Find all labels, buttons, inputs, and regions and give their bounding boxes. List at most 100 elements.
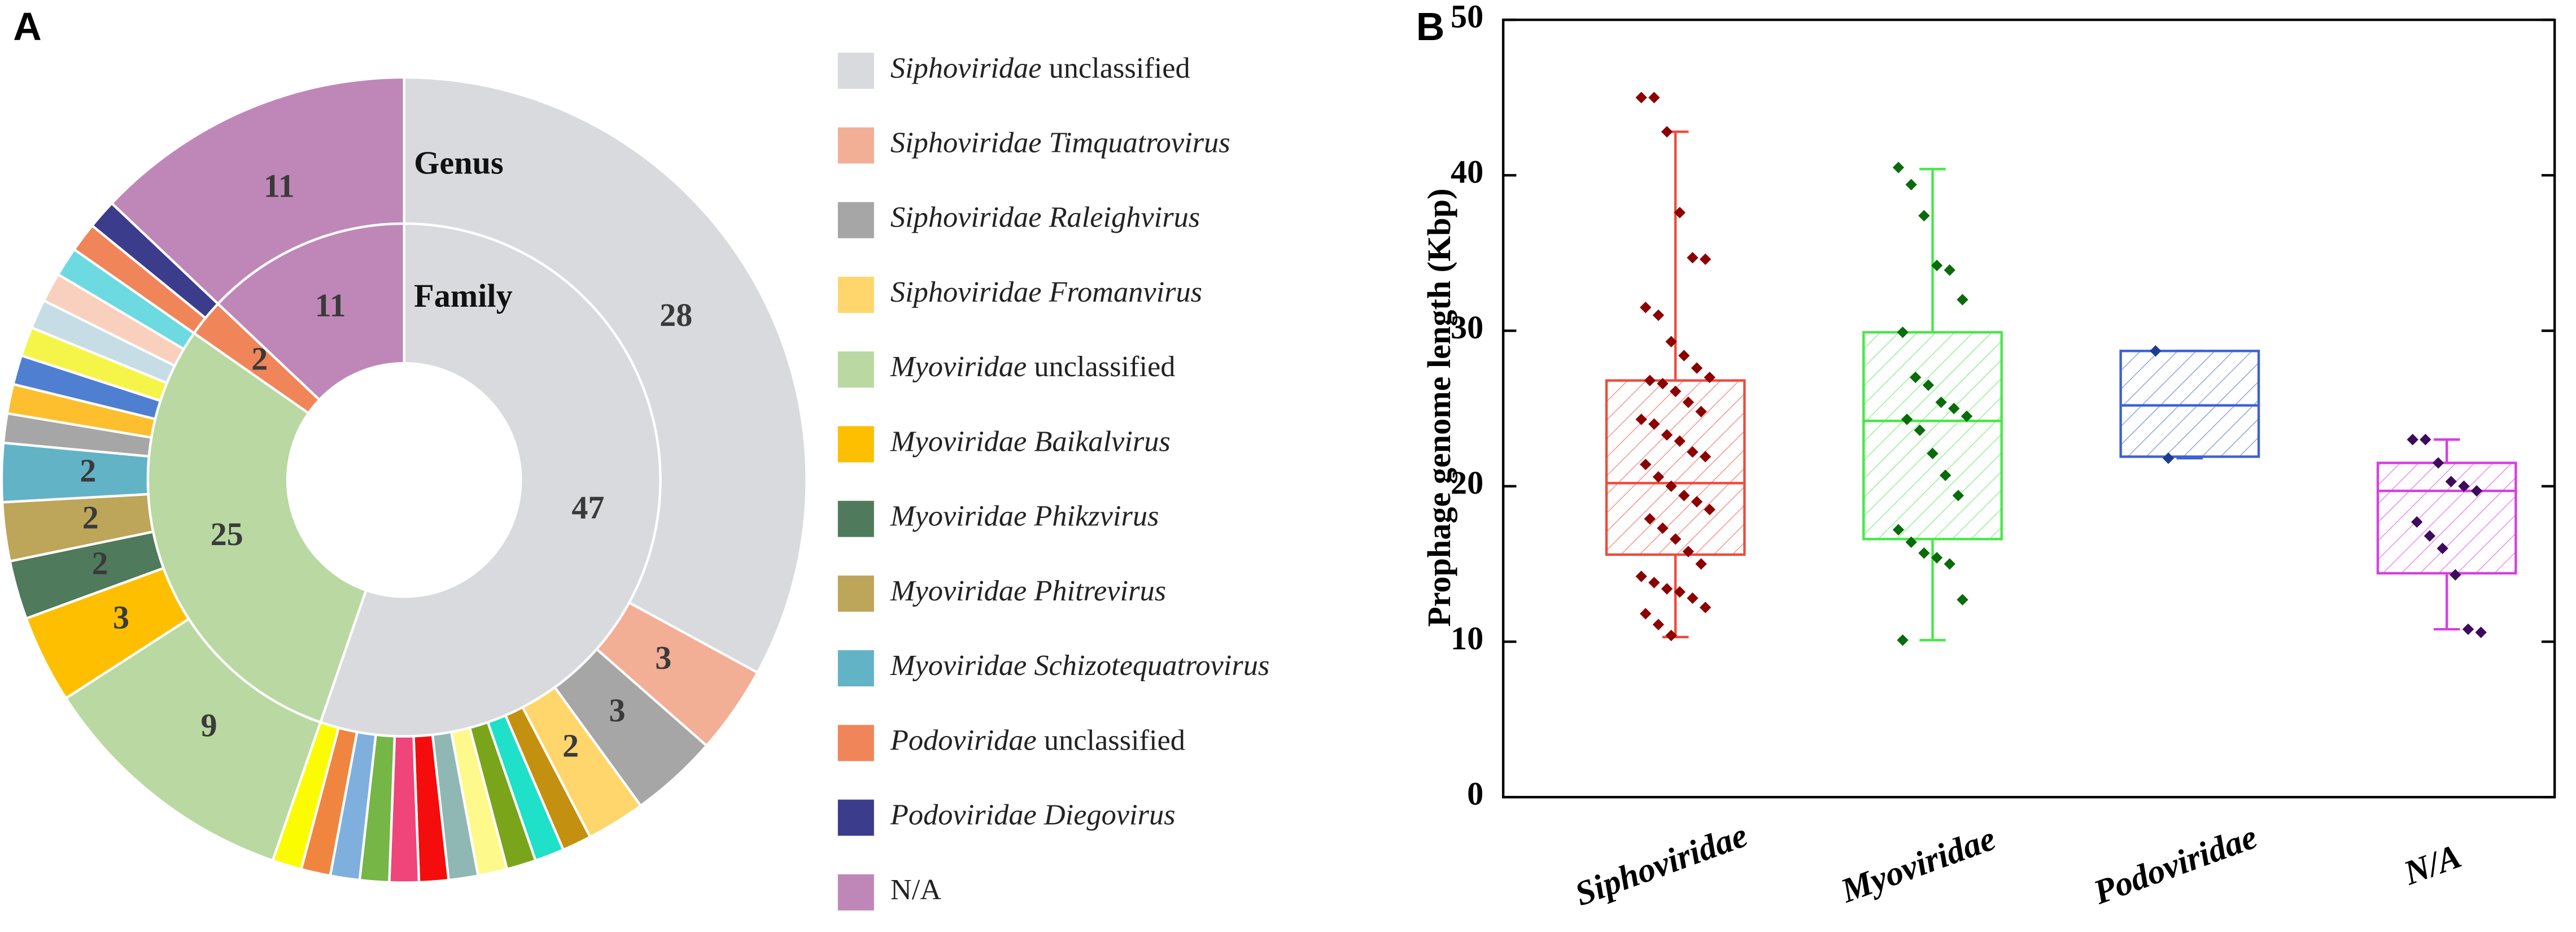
x-tick-label: Myoviridae <box>1836 820 2001 911</box>
slice-label: 2 <box>562 727 579 764</box>
data-point <box>1640 302 1652 313</box>
panel-label: B <box>1416 5 1444 49</box>
data-point <box>1657 377 1669 390</box>
data-point <box>1957 594 1968 606</box>
data-point <box>1897 326 1909 338</box>
slice-label: 9 <box>200 707 217 744</box>
data-point <box>2407 434 2418 446</box>
data-point <box>1635 570 1647 582</box>
data-point <box>2150 345 2162 357</box>
legend-label: Siphoviridae unclassified <box>890 51 1190 84</box>
slice-label: 11 <box>315 287 346 324</box>
data-point <box>1931 552 1943 564</box>
data-point <box>1648 418 1660 430</box>
legend-label: Myoviridae Phitrevirus <box>890 574 1166 607</box>
data-point <box>1682 396 1695 408</box>
y-tick-label: 40 <box>1451 154 1483 190</box>
data-point <box>1678 350 1690 362</box>
data-point <box>1635 92 1647 103</box>
data-point <box>1695 406 1707 417</box>
data-point <box>1687 252 1699 264</box>
data-point <box>1652 619 1665 630</box>
data-point <box>1704 371 1715 384</box>
data-point <box>1918 210 1930 222</box>
data-point <box>1922 379 1935 391</box>
legend-swatch <box>837 127 874 164</box>
slice-label: 28 <box>660 297 692 333</box>
y-tick-label: 10 <box>1451 620 1483 656</box>
data-point <box>1914 424 1926 436</box>
data-point <box>1665 480 1677 492</box>
legend-label: Siphoviridae Raleighvirus <box>890 201 1200 234</box>
box <box>2119 350 2260 458</box>
data-point <box>1940 469 1951 481</box>
data-point <box>1648 92 1660 103</box>
slice-label: 3 <box>113 599 129 636</box>
data-point <box>1892 524 1905 536</box>
data-point <box>1687 592 1699 604</box>
box <box>1862 331 2003 541</box>
legend-swatch <box>837 725 874 761</box>
data-point <box>1652 471 1665 483</box>
data-point <box>1652 309 1665 321</box>
ring-label: Genus <box>414 144 503 181</box>
data-point <box>1704 503 1715 516</box>
data-point <box>1910 371 1922 384</box>
legend-label: Myoviridae Baikalvirus <box>890 425 1171 458</box>
data-point <box>1961 410 1973 423</box>
legend-label: Myoviridae Phikzvirus <box>890 500 1159 533</box>
data-point <box>2475 626 2487 638</box>
data-point <box>2445 476 2457 487</box>
data-point <box>1661 126 1673 138</box>
legend-swatch <box>837 650 874 687</box>
slice-label: 11 <box>264 168 295 204</box>
donut-slice <box>110 76 405 306</box>
slice-label: 2 <box>80 452 96 489</box>
legend-swatch <box>837 426 874 463</box>
data-point <box>1665 336 1677 348</box>
slice-label: 3 <box>655 639 671 676</box>
data-point <box>1897 634 1909 646</box>
data-point <box>1935 396 1947 408</box>
data-point <box>1682 546 1695 558</box>
data-point <box>1674 586 1686 598</box>
data-point <box>1918 547 1930 559</box>
panel-label: A <box>13 5 41 49</box>
legend-swatch <box>837 276 874 313</box>
data-point <box>1640 459 1652 471</box>
data-point <box>1695 558 1707 570</box>
legend-label: Siphoviridae Fromanvirus <box>890 276 1202 308</box>
data-point <box>1644 513 1656 525</box>
data-point <box>2162 452 2175 464</box>
data-point <box>2462 623 2474 635</box>
data-point <box>1892 162 1905 173</box>
y-tick-label: 20 <box>1451 464 1483 501</box>
data-point <box>1901 413 1913 425</box>
data-point <box>1674 435 1686 447</box>
data-point <box>1944 264 1955 276</box>
data-point <box>1635 413 1647 425</box>
donut-slice <box>403 76 808 674</box>
x-tick-label: Podoviridae <box>2088 818 2262 912</box>
data-point <box>1661 583 1673 595</box>
legend-swatch <box>837 351 874 388</box>
data-point <box>1691 496 1703 508</box>
data-point <box>1931 259 1943 272</box>
y-tick-label: 30 <box>1451 309 1483 346</box>
slice-label: 25 <box>211 516 243 552</box>
box <box>2376 461 2517 575</box>
slice-label: 2 <box>91 545 108 581</box>
data-point <box>1905 178 1917 191</box>
data-point <box>1944 558 1955 570</box>
data-point <box>1674 207 1686 219</box>
y-tick-label: 0 <box>1467 776 1483 812</box>
data-point <box>1670 385 1682 398</box>
slice-label: 2 <box>82 499 99 535</box>
data-point <box>2420 434 2431 446</box>
data-point <box>1905 536 1917 548</box>
data-point <box>1699 253 1711 265</box>
data-point <box>1648 577 1660 589</box>
x-tick-label: Siphoviridae <box>1570 816 1753 913</box>
legend-swatch <box>837 575 874 612</box>
